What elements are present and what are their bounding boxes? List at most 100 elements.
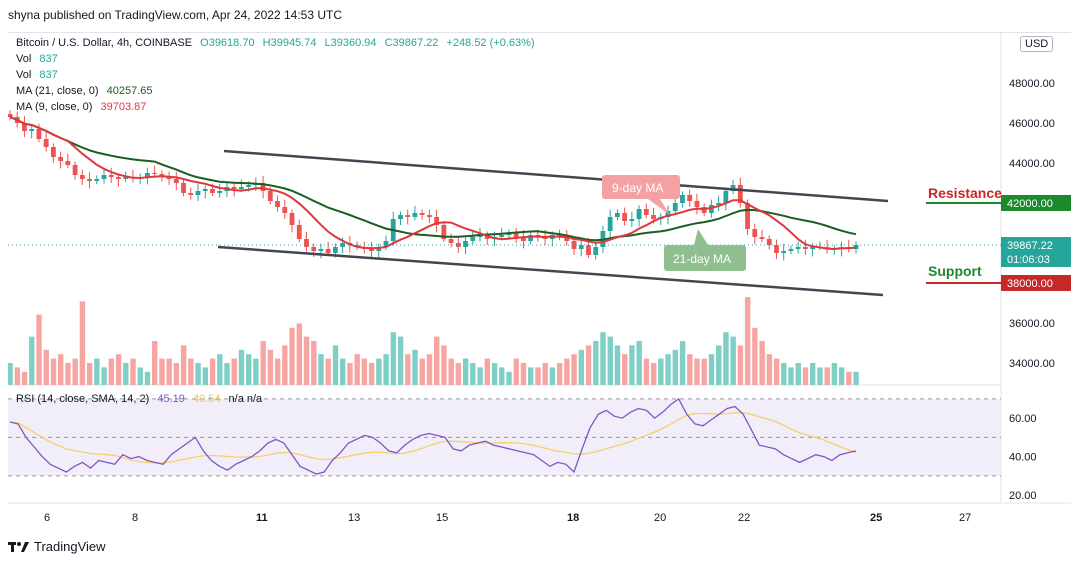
volume-bar bbox=[593, 341, 599, 385]
volume-bar bbox=[137, 367, 143, 385]
volume-bar bbox=[773, 358, 780, 385]
candle-body bbox=[795, 247, 801, 249]
rsi-tick-label: 40.00 bbox=[1009, 452, 1037, 464]
volume-bar bbox=[303, 336, 310, 385]
volume-bar bbox=[311, 341, 317, 385]
volume-bar bbox=[513, 358, 519, 385]
volume-bar bbox=[694, 358, 700, 385]
candle-body bbox=[79, 175, 85, 179]
volume-bar bbox=[462, 358, 469, 385]
ma9-label: MA (9, close, 0) bbox=[16, 101, 93, 113]
candle-body bbox=[614, 213, 620, 217]
candle-body bbox=[43, 139, 49, 147]
volume-bar bbox=[289, 327, 295, 385]
price-chart[interactable]: 48000.0046000.0044000.0042000.0040000.00… bbox=[8, 33, 1071, 533]
volume-bar bbox=[115, 354, 122, 385]
support-price-tag: 38000.00 bbox=[1007, 278, 1053, 290]
currency-button[interactable]: USD bbox=[1020, 36, 1054, 52]
candle-body bbox=[22, 123, 27, 131]
tradingview-logo[interactable]: TradingView bbox=[8, 539, 106, 554]
candle-body bbox=[202, 189, 208, 191]
candle-body bbox=[304, 239, 309, 247]
candle-body bbox=[412, 213, 418, 217]
volume-bar bbox=[542, 363, 548, 385]
candle-body bbox=[593, 247, 599, 255]
volume-bar bbox=[824, 367, 830, 385]
candle-body bbox=[730, 185, 736, 191]
vol-value: 837 bbox=[39, 53, 58, 65]
volume-bar bbox=[332, 345, 339, 385]
ma21-legend: MA (21, close, 0) 40257.65 bbox=[16, 85, 158, 97]
volume-bar bbox=[173, 363, 180, 385]
volume-bar bbox=[795, 363, 801, 385]
ma21-tag-label: 21-day MA bbox=[673, 252, 731, 266]
volume-bar bbox=[253, 358, 259, 385]
volume-bar bbox=[94, 358, 100, 385]
symbol-label: Bitcoin / U.S. Dollar, 4h, COINBASE bbox=[16, 37, 193, 49]
volume-bar bbox=[665, 354, 671, 385]
candle-body bbox=[65, 161, 71, 165]
volume-bar bbox=[528, 367, 534, 385]
time-tick-label: 11 bbox=[256, 512, 268, 524]
ma9-legend: MA (9, close, 0) 39703.87 bbox=[16, 101, 151, 113]
volume-bar bbox=[14, 367, 21, 385]
volume-bar bbox=[50, 358, 57, 385]
volume-bar bbox=[274, 358, 281, 385]
volume-bar bbox=[658, 358, 664, 385]
volume-bar bbox=[152, 341, 158, 385]
candle-body bbox=[470, 237, 476, 241]
candle-body bbox=[173, 179, 179, 183]
rsi-line bbox=[9, 397, 857, 475]
candle-body bbox=[752, 229, 758, 237]
candle-body bbox=[701, 207, 707, 213]
volume-bar bbox=[614, 345, 621, 385]
volume-legend-2: Vol 837 bbox=[16, 69, 63, 81]
candle-body bbox=[766, 239, 772, 245]
volume-bar bbox=[79, 301, 86, 385]
candle-body bbox=[426, 215, 432, 217]
candle-body bbox=[737, 185, 743, 203]
candle-body bbox=[477, 235, 483, 237]
candle-body bbox=[58, 157, 64, 161]
rsi-sma-value: 40.54 bbox=[192, 393, 221, 405]
last-price-tag-countdown: 01:06:03 bbox=[1007, 254, 1050, 266]
ma9-tag-bg bbox=[602, 175, 680, 199]
volume-bar bbox=[368, 363, 375, 385]
candle-body bbox=[694, 201, 700, 207]
candle-body bbox=[289, 213, 295, 225]
candle-body bbox=[484, 235, 490, 239]
candle-body bbox=[405, 215, 411, 217]
volume-bar bbox=[470, 363, 476, 385]
candle-body bbox=[87, 179, 92, 181]
candle-body bbox=[8, 114, 13, 117]
volume-bar bbox=[499, 367, 505, 385]
ma21-tag-pointer bbox=[694, 229, 708, 245]
volume-bar bbox=[217, 354, 223, 385]
volume-bar bbox=[585, 345, 592, 385]
volume-bar bbox=[506, 371, 512, 385]
volume-bar bbox=[643, 358, 650, 385]
candle-body bbox=[528, 235, 534, 241]
volume-bar bbox=[238, 349, 245, 385]
volume-bar bbox=[759, 341, 765, 385]
volume-bar bbox=[607, 336, 613, 385]
volume-bar bbox=[838, 367, 845, 385]
support-price-tag-bg bbox=[1001, 275, 1071, 291]
candle-body bbox=[687, 195, 693, 201]
volume-bar bbox=[8, 363, 13, 385]
volume-bar bbox=[781, 363, 787, 385]
time-tick-label: 22 bbox=[738, 512, 750, 524]
volume-bar bbox=[484, 358, 491, 385]
candle-body bbox=[166, 177, 172, 179]
volume-bar bbox=[282, 345, 288, 385]
volume-bar bbox=[224, 363, 230, 385]
candle-body bbox=[745, 203, 750, 229]
candle-body bbox=[629, 219, 635, 221]
volume-bar bbox=[405, 354, 411, 385]
volume-bar bbox=[622, 354, 628, 385]
volume-bar bbox=[455, 363, 462, 385]
volume-bar bbox=[817, 367, 823, 385]
candle-body bbox=[520, 237, 526, 241]
chart-area[interactable]: 48000.0046000.0044000.0042000.0040000.00… bbox=[8, 32, 1071, 533]
time-tick-label: 25 bbox=[870, 512, 882, 524]
